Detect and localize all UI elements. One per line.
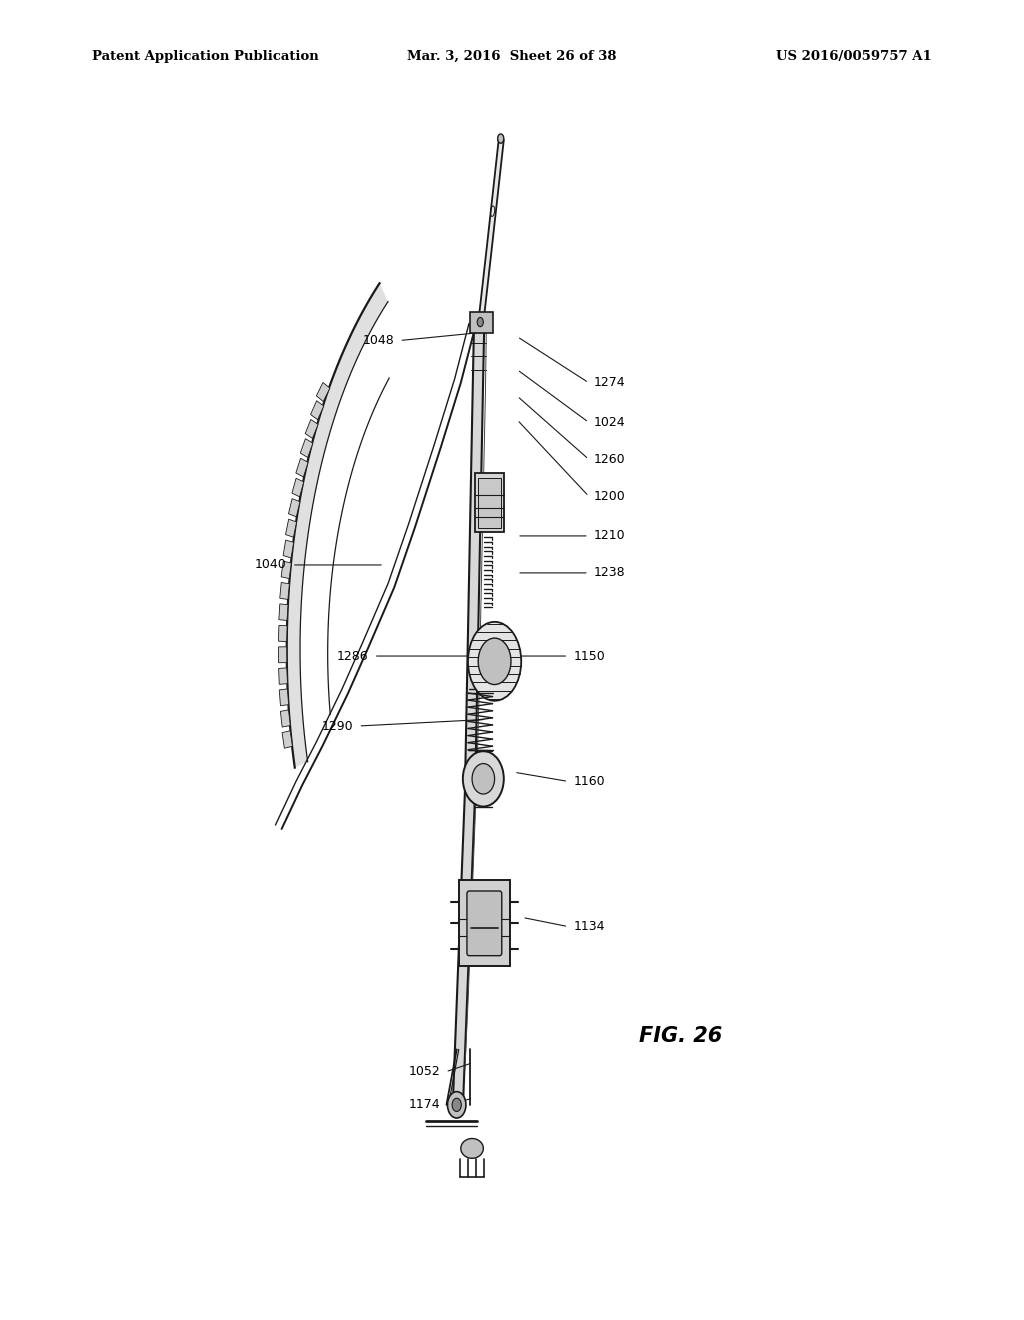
Text: 1134: 1134 [573,920,605,933]
Polygon shape [279,668,288,684]
Text: 1260: 1260 [594,453,626,466]
Polygon shape [300,438,313,458]
Text: 1048: 1048 [362,334,394,347]
FancyBboxPatch shape [478,478,501,528]
Text: 1274: 1274 [594,376,626,389]
Text: 1238: 1238 [594,566,626,579]
FancyBboxPatch shape [459,880,510,966]
Text: Mar. 3, 2016  Sheet 26 of 38: Mar. 3, 2016 Sheet 26 of 38 [408,50,616,63]
Text: 1210: 1210 [594,529,626,543]
FancyBboxPatch shape [467,891,502,956]
FancyBboxPatch shape [470,312,493,333]
Polygon shape [280,689,289,706]
Polygon shape [479,140,504,314]
Ellipse shape [472,763,495,795]
Ellipse shape [478,638,511,685]
Ellipse shape [477,318,483,327]
Polygon shape [292,478,304,496]
Ellipse shape [498,135,504,143]
Ellipse shape [461,1138,483,1159]
Polygon shape [310,401,324,420]
Polygon shape [316,383,330,401]
Polygon shape [283,540,294,558]
Polygon shape [305,420,318,438]
Polygon shape [453,319,484,1109]
Polygon shape [286,519,297,537]
Polygon shape [280,582,290,599]
Ellipse shape [463,751,504,807]
Polygon shape [281,710,290,727]
Ellipse shape [447,1092,466,1118]
Polygon shape [282,731,293,748]
Text: US 2016/0059757 A1: US 2016/0059757 A1 [776,50,932,63]
Text: 1174: 1174 [409,1098,440,1111]
Text: 1290: 1290 [322,719,353,733]
Text: 1040: 1040 [255,558,287,572]
Polygon shape [289,499,300,517]
Text: 1200: 1200 [594,490,626,503]
Text: 1024: 1024 [594,416,626,429]
Text: 1150: 1150 [573,649,605,663]
Text: 1160: 1160 [573,775,605,788]
Text: 1052: 1052 [409,1065,440,1078]
Polygon shape [282,561,291,578]
Text: Patent Application Publication: Patent Application Publication [92,50,318,63]
Polygon shape [279,647,287,663]
FancyBboxPatch shape [475,473,504,532]
Polygon shape [296,458,308,477]
Polygon shape [279,626,287,642]
Polygon shape [279,603,288,620]
Text: FIG. 26: FIG. 26 [639,1026,723,1047]
Ellipse shape [453,1098,461,1111]
Text: 1286: 1286 [337,649,369,663]
Polygon shape [287,284,388,768]
Ellipse shape [468,622,521,701]
